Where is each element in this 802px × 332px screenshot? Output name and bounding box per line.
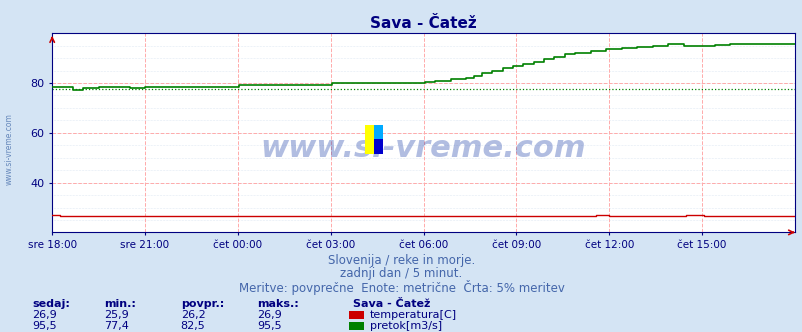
Text: Slovenija / reke in morje.: Slovenija / reke in morje. [327, 254, 475, 267]
Text: www.si-vreme.com: www.si-vreme.com [261, 134, 585, 163]
Text: 95,5: 95,5 [32, 321, 57, 331]
Bar [374, 124, 383, 139]
Text: 26,2: 26,2 [180, 310, 205, 320]
Text: 26,9: 26,9 [257, 310, 282, 320]
Text: sedaj:: sedaj: [32, 299, 70, 309]
Bar [374, 139, 383, 154]
Text: 95,5: 95,5 [257, 321, 282, 331]
Text: maks.:: maks.: [257, 299, 298, 309]
Text: min.:: min.: [104, 299, 136, 309]
Text: www.si-vreme.com: www.si-vreme.com [5, 114, 14, 185]
Text: Meritve: povprečne  Enote: metrične  Črta: 5% meritev: Meritve: povprečne Enote: metrične Črta:… [238, 280, 564, 295]
Text: povpr.:: povpr.: [180, 299, 224, 309]
Text: zadnji dan / 5 minut.: zadnji dan / 5 minut. [340, 267, 462, 281]
Text: temperatura[C]: temperatura[C] [370, 310, 456, 320]
Bar [365, 124, 374, 154]
Text: 25,9: 25,9 [104, 310, 129, 320]
Text: 26,9: 26,9 [32, 310, 57, 320]
Title: Sava - Čatež: Sava - Čatež [370, 16, 476, 31]
Text: pretok[m3/s]: pretok[m3/s] [370, 321, 442, 331]
Text: Sava - Čatež: Sava - Čatež [353, 299, 430, 309]
Text: 77,4: 77,4 [104, 321, 129, 331]
Text: 82,5: 82,5 [180, 321, 205, 331]
